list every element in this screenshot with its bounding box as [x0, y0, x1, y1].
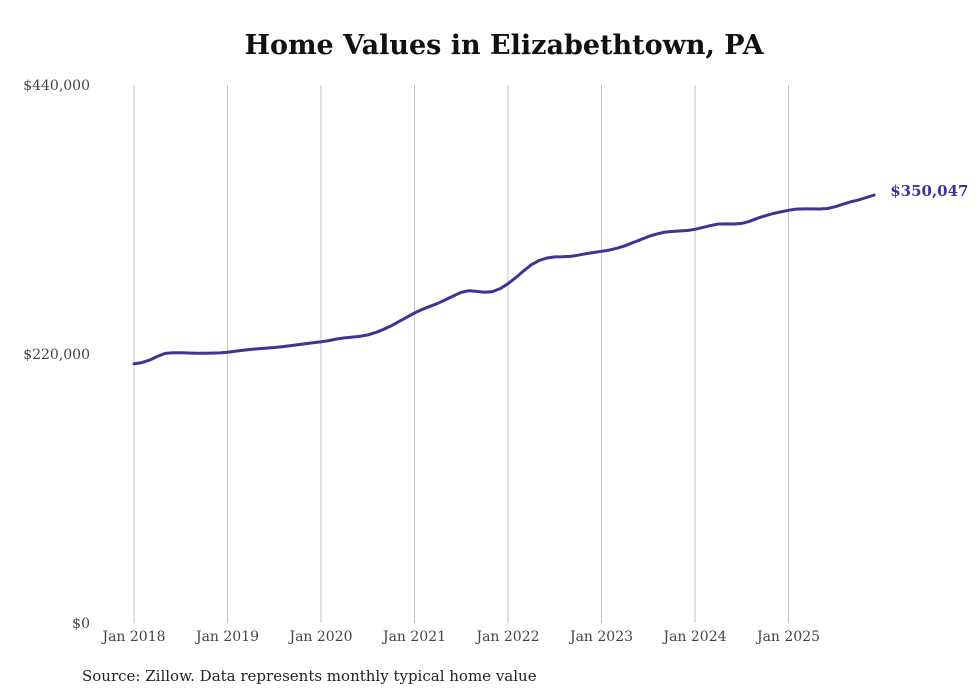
x-tick-label: Jan 2021: [381, 629, 446, 645]
x-tick-label: Jan 2020: [287, 629, 352, 645]
chart-title: Home Values in Elizabethtown, PA: [244, 30, 764, 61]
x-tick-label: Jan 2022: [474, 629, 539, 645]
x-tick-label: Jan 2024: [661, 629, 726, 645]
source-note: Source: Zillow. Data represents monthly …: [82, 667, 537, 685]
y-tick-label: $440,000: [23, 78, 90, 94]
x-tick-label: Jan 2023: [568, 629, 633, 645]
x-tick-label: Jan 2025: [755, 629, 820, 645]
y-tick-label: $220,000: [23, 347, 90, 363]
x-tick-label: Jan 2018: [100, 629, 165, 645]
x-tick-label: Jan 2019: [194, 629, 259, 645]
y-tick-label: $0: [72, 616, 90, 632]
series-line: [132, 193, 876, 366]
end-value-label: $350,047: [890, 182, 968, 200]
